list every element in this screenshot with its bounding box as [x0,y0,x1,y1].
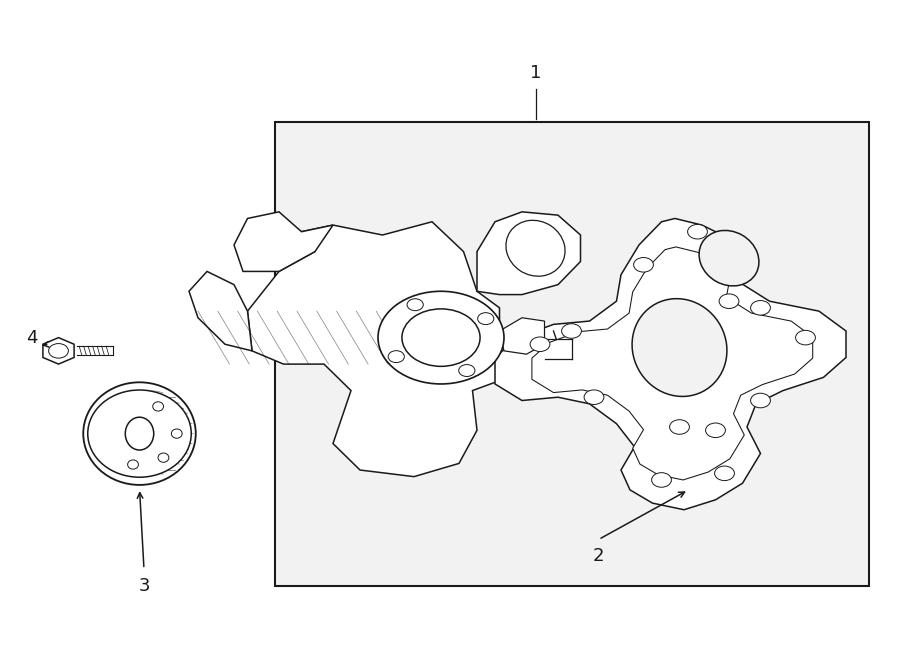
Ellipse shape [153,402,164,411]
Ellipse shape [88,390,191,477]
Polygon shape [234,212,333,271]
Text: 2: 2 [593,547,604,565]
Polygon shape [500,318,544,354]
Ellipse shape [83,383,196,485]
Circle shape [459,365,475,377]
Ellipse shape [699,230,759,286]
Circle shape [652,473,671,487]
Bar [274,122,868,586]
Circle shape [706,423,725,438]
Polygon shape [495,218,846,510]
Circle shape [634,258,653,272]
Circle shape [478,312,494,324]
Circle shape [670,420,689,434]
Circle shape [719,294,739,308]
Ellipse shape [128,460,139,469]
Ellipse shape [125,417,154,450]
Ellipse shape [632,299,727,397]
Circle shape [378,291,504,384]
Ellipse shape [158,453,169,462]
Polygon shape [532,247,813,480]
Text: 3: 3 [139,577,149,595]
Circle shape [388,351,404,363]
Circle shape [751,301,770,315]
Polygon shape [477,212,580,295]
Polygon shape [43,338,74,364]
Circle shape [562,324,581,338]
Polygon shape [248,222,500,477]
Circle shape [584,390,604,404]
Ellipse shape [506,220,565,276]
Circle shape [796,330,815,345]
Ellipse shape [171,429,182,438]
Circle shape [407,299,423,310]
Circle shape [530,337,550,352]
Circle shape [49,344,68,358]
Circle shape [751,393,770,408]
Polygon shape [189,271,252,351]
Circle shape [688,224,707,239]
Circle shape [402,309,480,366]
Text: 4: 4 [26,328,37,347]
Text: 1: 1 [530,64,541,82]
Circle shape [715,466,734,481]
